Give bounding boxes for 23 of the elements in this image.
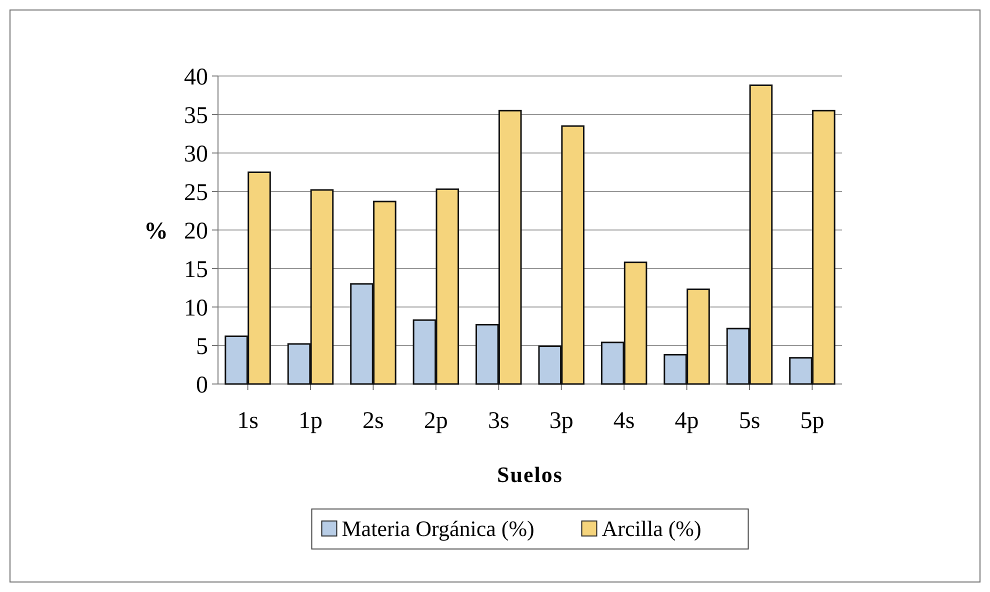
y-axis-title: % <box>144 218 168 244</box>
x-tick-label: 4p <box>674 408 699 434</box>
y-tick-label: 15 <box>184 256 208 283</box>
y-tick-label: 0 <box>196 372 208 398</box>
legend-label: Materia Orgánica (%) <box>342 516 534 541</box>
y-tick-label: 40 <box>184 64 208 90</box>
y-tick-label: 25 <box>184 180 208 206</box>
x-tick-label: 3s <box>488 408 510 434</box>
x-tick-label: 5s <box>738 408 760 434</box>
x-tick-label: 1p <box>298 408 323 434</box>
y-tick-label: 10 <box>184 295 208 322</box>
x-axis-title: Suelos <box>497 462 563 487</box>
y-tick-label: 30 <box>184 141 208 168</box>
y-tick-label: 5 <box>196 334 208 360</box>
legend-label: Arcilla (%) <box>602 516 702 541</box>
y-tick-label: 20 <box>184 218 208 244</box>
x-tick-label: 1s <box>237 408 258 434</box>
x-tick-label: 2s <box>362 408 384 434</box>
x-tick-label: 2p <box>424 408 448 434</box>
x-tick-label: 4s <box>613 408 635 434</box>
y-tick-label: 35 <box>184 102 208 129</box>
x-tick-label: 3p <box>549 408 574 434</box>
x-tick-label: 5p <box>800 408 824 434</box>
